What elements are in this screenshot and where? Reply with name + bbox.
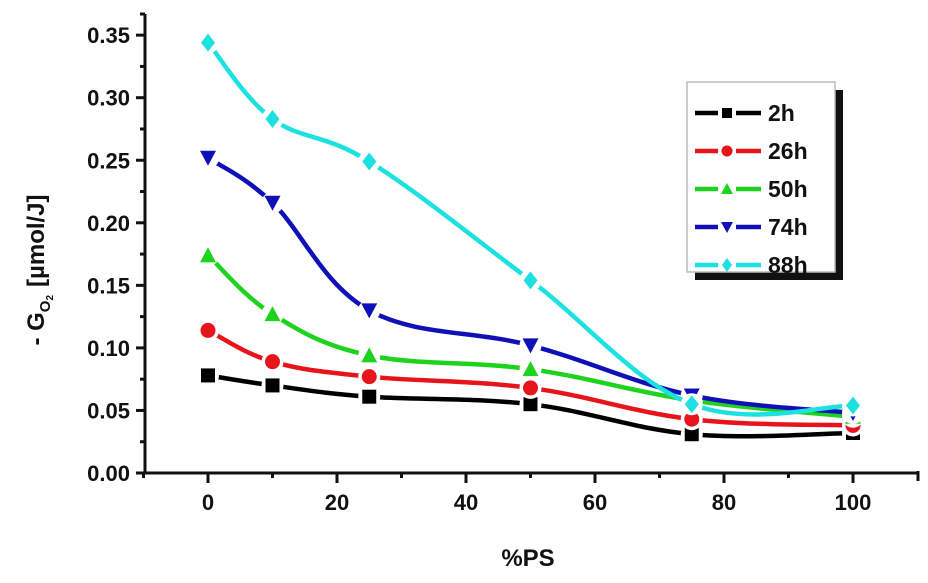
axes: 0.00 0.05 0.10 0.15 0.20 0.25 0.30 0.35 0 20 40 60… <box>87 12 920 515</box>
legend-item-74h: 74h <box>695 214 808 240</box>
y-tick-label: 0.10 <box>87 336 130 361</box>
legend: 2h 26h 50h 74h 88h <box>686 81 843 280</box>
x-tick-label: 100 <box>835 490 872 515</box>
y-tick-label: 0.30 <box>87 86 130 111</box>
legend-item-2h: 2h <box>695 100 795 126</box>
triangle-up-marker-icon <box>361 347 378 363</box>
series-2h <box>197 364 864 446</box>
triangle-up-marker-icon <box>721 183 733 194</box>
square-marker-icon <box>523 397 538 412</box>
circle-marker-icon <box>721 145 733 157</box>
series-74h <box>197 146 864 424</box>
x-tick-label: 60 <box>583 490 607 515</box>
y-axis-title-prefix: - G <box>23 312 50 345</box>
legend-item-50h: 50h <box>695 176 808 202</box>
legend-label: 2h <box>768 100 795 126</box>
x-axis-title: %PS <box>501 545 554 572</box>
square-marker-icon <box>684 427 699 442</box>
diamond-marker-icon <box>523 271 538 290</box>
x-tick-label: 40 <box>454 490 478 515</box>
x-tick-label: 0 <box>202 490 214 515</box>
triangle-down-marker-icon <box>361 303 378 319</box>
legend-item-26h: 26h <box>695 138 808 164</box>
y-ticks: 0.00 0.05 0.10 0.15 0.20 0.25 0.30 0.35 <box>87 23 145 486</box>
diamond-marker-icon <box>201 33 215 52</box>
legend-label: 74h <box>768 214 808 240</box>
y-axis-title: - GO2 [µmol/J] <box>23 194 56 345</box>
triangle-down-marker-icon <box>264 195 281 211</box>
y-tick-label: 0.00 <box>87 461 130 486</box>
square-marker-icon <box>201 368 215 383</box>
triangle-up-marker-icon <box>522 361 539 377</box>
diamond-marker-icon <box>684 395 699 414</box>
circle-marker-icon <box>523 380 538 396</box>
triangle-up-marker-icon <box>200 247 216 263</box>
square-marker-icon <box>265 378 280 393</box>
triangle-up-marker-icon <box>264 306 281 322</box>
diamond-marker-icon <box>722 258 732 272</box>
y-axis-title-units: [µmol/J] <box>23 194 50 287</box>
x-tick-label: 80 <box>712 490 736 515</box>
series-88h <box>197 31 864 417</box>
x-tick-label: 20 <box>325 490 349 515</box>
square-marker-icon <box>722 108 732 118</box>
circle-marker-icon <box>200 322 216 338</box>
y-tick-label: 0.35 <box>87 23 130 48</box>
circle-marker-icon <box>361 369 377 385</box>
diamond-marker-icon <box>362 152 377 171</box>
y-tick-label: 0.05 <box>87 398 130 423</box>
diamond-marker-icon <box>265 109 280 128</box>
circle-marker-icon <box>265 354 280 370</box>
legend-label: 26h <box>768 138 808 164</box>
y-axis-title-subsubscript: 2 <box>45 295 56 301</box>
legend-item-88h: 88h <box>695 252 808 278</box>
legend-label: 50h <box>768 176 808 202</box>
y-tick-label: 0.25 <box>87 148 130 173</box>
triangle-down-marker-icon <box>721 222 733 233</box>
diamond-marker-icon <box>846 396 860 415</box>
y-tick-label: 0.20 <box>87 211 130 236</box>
triangle-down-marker-icon <box>522 338 539 354</box>
circle-marker-icon <box>684 411 700 427</box>
series-layer <box>197 31 864 446</box>
x-ticks: 0 20 40 60 80 100 <box>142 473 872 515</box>
svg-text:- GO2[µmol/J]: - GO2 [µmol/J] <box>23 194 56 345</box>
triangle-down-marker-icon <box>200 150 216 166</box>
y-tick-label: 0.15 <box>87 273 130 298</box>
square-marker-icon <box>362 389 377 404</box>
legend-box <box>686 81 836 273</box>
y-axis-title-subscript: O <box>37 300 54 312</box>
legend-label: 88h <box>768 252 808 278</box>
